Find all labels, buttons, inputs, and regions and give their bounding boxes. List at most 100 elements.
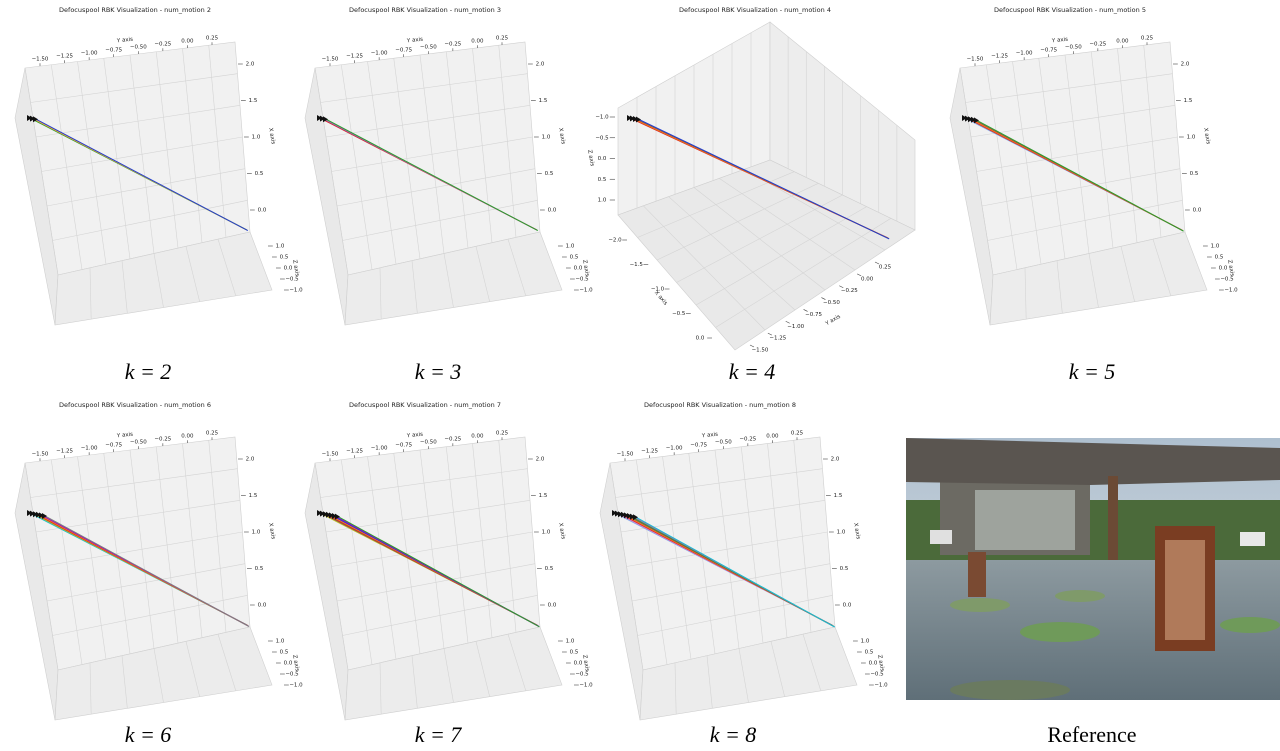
axis-label: X axis bbox=[267, 522, 276, 539]
reference-caption: Reference bbox=[1047, 722, 1136, 747]
panel-title: Defocuspool RBK Visualization - num_moti… bbox=[994, 6, 1146, 14]
y-tick-label: −0.50 bbox=[420, 45, 437, 51]
y-tick-label: −1.50 bbox=[322, 57, 339, 63]
panel-caption: k = 2 bbox=[125, 359, 172, 384]
x-tick-label: 1.0 bbox=[837, 530, 846, 536]
x-tick-label: 0.0 bbox=[548, 208, 557, 214]
y-tick-label: −1.50 bbox=[322, 452, 339, 458]
y-tick-label: −0.75 bbox=[1040, 48, 1057, 54]
axis-label: Y axis bbox=[701, 432, 719, 440]
axis-label: X axis bbox=[557, 127, 566, 144]
y-tick-label: −1.00 bbox=[81, 51, 98, 57]
x-tick-label: 2.0 bbox=[536, 62, 545, 68]
z-tick-label: −1.0 bbox=[595, 115, 609, 121]
y-tick-label: −1.00 bbox=[81, 446, 98, 452]
axis-label: Z axis bbox=[291, 259, 300, 276]
y-tick-label: −0.75 bbox=[105, 443, 122, 449]
x-tick-label: 1.0 bbox=[252, 530, 261, 536]
axis-label: Z axis bbox=[586, 149, 595, 166]
y-tick-label: −1.25 bbox=[346, 449, 363, 455]
y-tick-label: −0.50 bbox=[823, 300, 840, 306]
x-tick-label: 0.0 bbox=[1193, 208, 1202, 214]
x-tick-label: 2.0 bbox=[831, 457, 840, 463]
panel-title: Defocuspool RBK Visualization - num_moti… bbox=[679, 6, 831, 14]
x-tick-label: 1.0 bbox=[542, 530, 551, 536]
x-tick-label: 2.0 bbox=[536, 457, 545, 463]
reference-image bbox=[906, 438, 1280, 700]
z-tick-label: −1.0 bbox=[579, 683, 593, 689]
z-tick-label: 0.0 bbox=[1219, 266, 1228, 272]
x-tick-label: −2.0 bbox=[608, 238, 622, 244]
x-tick-label: 0.5 bbox=[545, 171, 554, 177]
y-tick-label: −0.75 bbox=[105, 48, 122, 54]
y-tick-label: 0.25 bbox=[1141, 36, 1154, 42]
x-tick-label: 1.5 bbox=[1184, 98, 1193, 104]
y-tick-label: −0.75 bbox=[395, 443, 412, 449]
z-tick-label: −1.0 bbox=[289, 683, 303, 689]
y-tick-label: −0.50 bbox=[715, 440, 732, 446]
y-tick-label: −1.50 bbox=[32, 452, 49, 458]
figure: Reference Defocuspool RBK Visualization … bbox=[0, 0, 1280, 751]
y-tick-label: −1.00 bbox=[371, 446, 388, 452]
z-tick-label: 1.0 bbox=[276, 639, 285, 645]
y-tick-label: −1.00 bbox=[666, 446, 683, 452]
axis-label: X axis bbox=[653, 290, 668, 307]
y-tick-label: −1.00 bbox=[371, 51, 388, 57]
y-tick-label: 0.25 bbox=[496, 36, 509, 42]
z-tick-label: 1.0 bbox=[861, 639, 870, 645]
z-tick-label: 0.5 bbox=[280, 650, 289, 656]
x-tick-label: 0.0 bbox=[843, 603, 852, 609]
y-tick-label: −1.25 bbox=[56, 54, 73, 60]
x-tick-label: 0.5 bbox=[255, 171, 264, 177]
panel-caption: k = 5 bbox=[1069, 359, 1116, 384]
panel-title: Defocuspool RBK Visualization - num_moti… bbox=[59, 401, 211, 409]
panel-caption: k = 7 bbox=[415, 722, 463, 747]
axis-label: X axis bbox=[1202, 127, 1211, 144]
axis-label: Z axis bbox=[1226, 259, 1235, 276]
x-tick-label: −0.5 bbox=[672, 311, 686, 317]
axis-label: Y axis bbox=[406, 37, 424, 45]
z-tick-label: 0.0 bbox=[598, 156, 607, 162]
x-tick-label: 1.5 bbox=[539, 98, 548, 104]
z-tick-label: 0.5 bbox=[570, 650, 579, 656]
z-tick-label: −1.0 bbox=[579, 288, 593, 294]
x-tick-label: 0.0 bbox=[258, 208, 267, 214]
z-tick-label: 0.5 bbox=[280, 255, 289, 261]
z-tick-label: 1.0 bbox=[1211, 244, 1220, 250]
y-tick-label: 0.25 bbox=[206, 431, 219, 437]
z-tick-label: −0.5 bbox=[870, 672, 884, 678]
axis-label: Y axis bbox=[824, 314, 842, 328]
z-tick-label: 0.0 bbox=[284, 661, 293, 667]
z-tick-label: −0.5 bbox=[595, 135, 609, 141]
x-tick-label: 0.5 bbox=[840, 566, 849, 572]
x-tick-label: 1.0 bbox=[252, 135, 261, 141]
z-tick-label: 1.0 bbox=[566, 639, 575, 645]
y-tick-label: −0.25 bbox=[1089, 42, 1106, 48]
z-tick-label: 1.0 bbox=[598, 198, 607, 204]
y-tick-label: −0.50 bbox=[130, 440, 147, 446]
x-tick-label: −1.5 bbox=[630, 262, 644, 268]
z-tick-label: 0.0 bbox=[284, 266, 293, 272]
x-tick-label: 1.5 bbox=[249, 98, 258, 104]
x-tick-label: 1.0 bbox=[1187, 135, 1196, 141]
axis-label: Z axis bbox=[581, 259, 590, 276]
z-tick-label: −0.5 bbox=[575, 277, 589, 283]
axis-label: X axis bbox=[852, 522, 861, 539]
x-tick-label: 1.5 bbox=[834, 493, 843, 499]
y-tick-label: 0.00 bbox=[181, 39, 194, 45]
y-tick-label: −1.25 bbox=[769, 336, 786, 342]
panel-title: Defocuspool RBK Visualization - num_moti… bbox=[59, 6, 211, 14]
axis-label: Y axis bbox=[406, 432, 424, 440]
y-tick-label: 0.00 bbox=[861, 276, 874, 282]
z-tick-label: 0.0 bbox=[574, 661, 583, 667]
z-tick-label: 0.5 bbox=[570, 255, 579, 261]
z-tick-label: 0.0 bbox=[869, 661, 878, 667]
y-tick-label: 0.00 bbox=[181, 434, 194, 440]
y-tick-label: −1.00 bbox=[1016, 51, 1033, 57]
y-tick-label: −0.75 bbox=[690, 443, 707, 449]
y-tick-label: −1.25 bbox=[346, 54, 363, 60]
y-tick-label: −0.25 bbox=[739, 437, 756, 443]
x-tick-label: 2.0 bbox=[1181, 62, 1190, 68]
y-tick-label: −1.50 bbox=[967, 57, 984, 63]
z-tick-label: −1.0 bbox=[1224, 288, 1238, 294]
